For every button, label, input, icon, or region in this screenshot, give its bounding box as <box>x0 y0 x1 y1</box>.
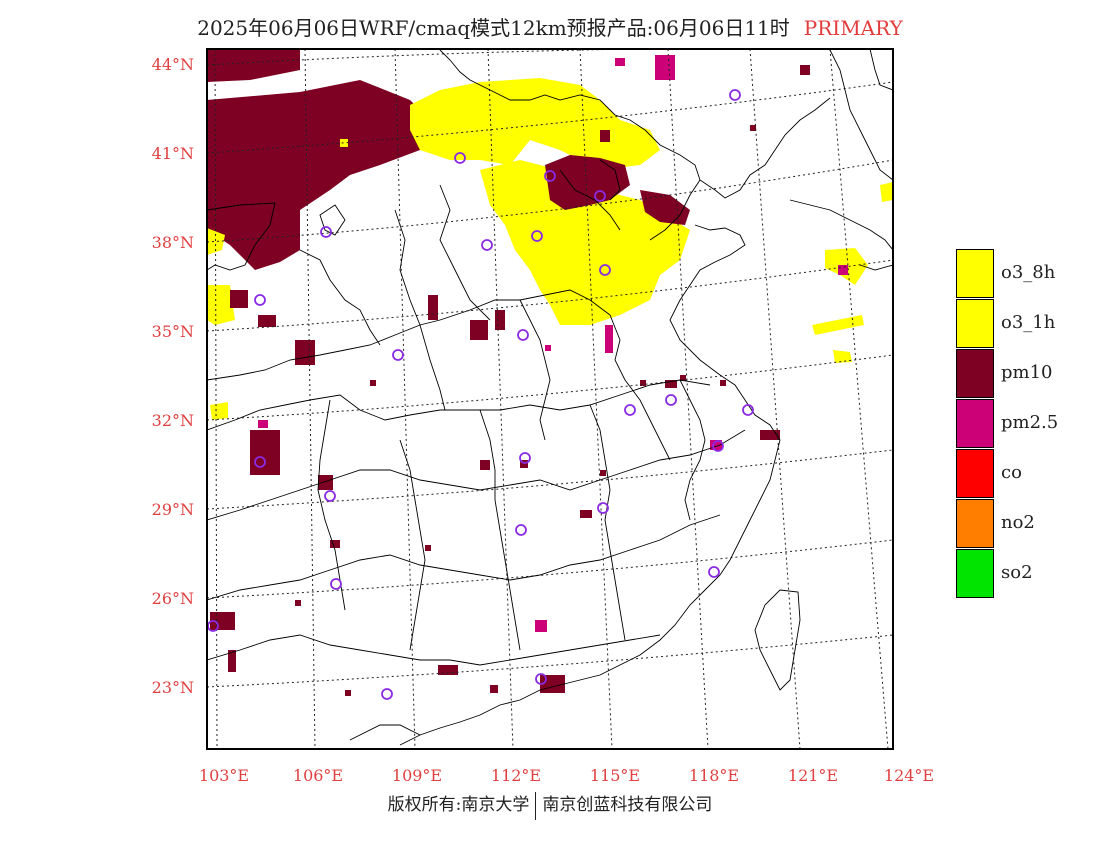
footer-separator <box>535 791 537 820</box>
legend-swatch <box>956 549 994 598</box>
lon-label-118e: 118°E <box>688 766 740 785</box>
title-primary-tag: PRIMARY <box>803 16 903 40</box>
legend-label: so2 <box>1001 562 1033 583</box>
legend-label: o3_8h <box>1001 262 1056 283</box>
legend-item-no2: no2 <box>956 499 1100 549</box>
boundary-lines <box>207 49 893 746</box>
legend-label: pm2.5 <box>1001 412 1059 433</box>
legend-swatch <box>956 349 994 398</box>
lon-label-106e: 106°E <box>292 766 344 785</box>
o3-area-north <box>207 78 893 420</box>
legend-swatch <box>956 299 994 348</box>
legend-item-o3-8h: o3_8h <box>956 249 1100 299</box>
copyright-left: 版权所有:南京大学 <box>387 795 530 815</box>
legend-swatch <box>956 449 994 498</box>
map-frame <box>206 48 894 750</box>
lat-label-23n: 23°N <box>151 678 194 697</box>
legend-item-so2: so2 <box>956 549 1100 599</box>
pm10-area-northwest <box>207 49 430 270</box>
legend-item-o3-1h: o3_1h <box>956 299 1100 349</box>
lat-label-29n: 29°N <box>151 500 194 519</box>
copyright-right: 南京创蓝科技有限公司 <box>542 795 713 815</box>
lat-label-44n: 44°N <box>151 55 194 74</box>
lon-label-124e: 124°E <box>883 766 935 785</box>
lon-label-109e: 109°E <box>391 766 443 785</box>
legend-item-co: co <box>956 449 1100 499</box>
legend-item-pm2-5: pm2.5 <box>956 399 1100 449</box>
legend-label: co <box>1001 462 1022 483</box>
legend-label: pm10 <box>1001 362 1053 383</box>
legend-swatch <box>956 499 994 548</box>
lat-label-38n: 38°N <box>151 233 194 252</box>
lat-label-35n: 35°N <box>151 322 194 341</box>
map-title: 2025年06月06日WRF/cmaq模式12km预报产品:06月06日11时 P… <box>0 12 1100 41</box>
pm10-area-beijing <box>545 155 690 225</box>
legend-swatch <box>956 399 994 448</box>
lon-label-121e: 121°E <box>787 766 839 785</box>
lon-label-115e: 115°E <box>589 766 641 785</box>
legend-label: no2 <box>1001 512 1035 533</box>
legend-label: o3_1h <box>1001 312 1056 333</box>
title-text: 2025年06月06日WRF/cmaq模式12km预报产品:06月06日11时 <box>197 16 790 40</box>
lat-label-32n: 32°N <box>151 411 194 430</box>
lon-label-112e: 112°E <box>490 766 542 785</box>
lat-label-26n: 26°N <box>151 589 194 608</box>
lon-label-103e: 103°E <box>198 766 250 785</box>
copyright-footer: 版权所有:南京大学 南京创蓝科技有限公司 <box>0 790 1100 820</box>
legend-swatch <box>956 249 994 298</box>
lat-label-41n: 41°N <box>151 144 194 163</box>
legend-item-pm10: pm10 <box>956 349 1100 399</box>
pollutant-legend: o3_8h o3_1h pm10 pm2.5 co no2 so2 <box>956 249 1100 599</box>
